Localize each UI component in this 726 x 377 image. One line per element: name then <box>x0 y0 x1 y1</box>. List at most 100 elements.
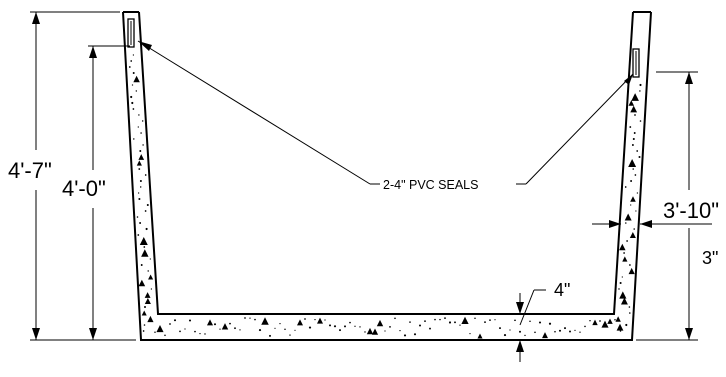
aggregate-dot <box>626 240 628 242</box>
dim-wall-thickness-label: 3" <box>702 248 718 268</box>
aggregate-dot <box>139 222 142 224</box>
aggregate-dot <box>304 318 306 320</box>
dim-overall-left <box>30 11 136 341</box>
aggregate-dot <box>548 322 552 325</box>
aggregate-dot <box>140 264 143 266</box>
aggregate-dot <box>143 246 146 248</box>
aggregate-dot <box>389 326 391 328</box>
aggregate-dot <box>194 330 196 333</box>
aggregate-stone <box>592 319 598 326</box>
dim-right <box>636 71 698 341</box>
aggregate-dot <box>289 334 291 336</box>
aggregate-dot <box>628 306 631 308</box>
aggregate-dot <box>494 319 496 321</box>
aggregate-dot <box>538 321 542 324</box>
aggregate-dot <box>137 234 140 236</box>
aggregate-dot <box>638 155 641 159</box>
aggregate-dot <box>135 90 137 92</box>
aggregate-dot <box>639 90 641 92</box>
aggregate-dot <box>132 72 135 74</box>
aggregate-dot <box>619 281 622 285</box>
aggregate-dot <box>258 329 262 332</box>
aggregate-stone <box>630 196 636 202</box>
aggregate-dot <box>274 327 276 329</box>
aggregate-dot <box>138 197 141 201</box>
pvc-seal-left <box>127 18 135 48</box>
aggregate-dot <box>294 329 296 331</box>
aggregate-dot <box>136 216 139 218</box>
aggregate-dot <box>489 319 491 321</box>
aggregate-dot <box>149 319 151 322</box>
aggregate-dot <box>454 321 456 324</box>
aggregate-dot <box>139 179 142 183</box>
aggregate-dot <box>469 333 471 335</box>
dim-inner-left-label: 4'-0" <box>62 176 106 201</box>
aggregate-dot <box>279 322 281 325</box>
aggregate-dot <box>139 186 142 188</box>
aggregate-dot <box>164 334 166 337</box>
aggregate-dot <box>333 325 337 328</box>
aggregate-stone <box>477 333 483 339</box>
aggregate-dot <box>625 222 627 224</box>
aggregate-dot <box>179 330 181 333</box>
aggregate-dot <box>213 323 217 326</box>
aggregate-dot <box>144 210 147 212</box>
aggregate-dot <box>140 132 142 134</box>
aggregate-stone <box>629 231 636 239</box>
aggregate-dot <box>474 317 476 320</box>
pvc-seal-right <box>632 48 640 78</box>
aggregate-dot <box>434 318 436 321</box>
aggregate-stone <box>622 256 628 262</box>
aggregate-dot <box>579 331 581 333</box>
aggregate-dot <box>234 327 236 330</box>
aggregate-dot <box>569 330 571 333</box>
aggregate-stone <box>366 327 374 335</box>
aggregate-dot <box>184 328 186 330</box>
aggregate-dot <box>444 317 446 320</box>
aggregate-dot <box>599 320 601 322</box>
aggregate-dot <box>554 330 556 333</box>
aggregate-dot <box>403 334 407 337</box>
aggregate-dot <box>349 321 351 324</box>
aggregate-stone <box>615 316 621 322</box>
aggregate-stone <box>156 324 164 333</box>
aggregate-stone <box>138 154 145 160</box>
aggregate-dot <box>142 144 144 146</box>
dim-inner-left <box>88 45 130 340</box>
aggregate-dot <box>131 101 134 105</box>
aggregate-dot <box>130 95 133 99</box>
aggregate-dot <box>284 328 286 331</box>
aggregate-dot <box>448 321 452 324</box>
aggregate-dot <box>139 150 142 152</box>
aggregate-dot <box>534 331 536 334</box>
aggregate-dot <box>628 312 631 314</box>
dim-right-label: 3'-10" <box>663 198 719 223</box>
aggregate-stone <box>619 291 627 299</box>
aggregate-dot <box>514 319 516 322</box>
aggregate-dot <box>244 317 246 319</box>
aggregate-dot <box>574 329 576 332</box>
dim-wall-thickness <box>592 220 712 228</box>
aggregate-dot <box>614 318 616 321</box>
aggregate-stone <box>139 237 148 245</box>
aggregate-dot <box>133 138 135 140</box>
aggregate-dot <box>424 320 426 322</box>
aggregate-dot <box>384 330 386 332</box>
aggregate-stone <box>141 310 147 316</box>
aggregate-dot <box>413 333 417 336</box>
inner-outline <box>138 11 634 315</box>
aggregate-dot <box>618 288 620 290</box>
pvc-seals-callout-label: 2-4" PVC SEALS <box>383 178 478 192</box>
aggregate-dot <box>399 329 401 332</box>
aggregate-dot <box>429 327 431 330</box>
aggregate-dot <box>589 319 591 322</box>
aggregate-stone <box>628 267 635 275</box>
aggregate-dot <box>630 204 632 206</box>
aggregate-stone <box>144 292 151 298</box>
aggregate-stone <box>620 297 628 305</box>
aggregate-dot <box>169 323 171 325</box>
aggregate-stone <box>619 243 626 251</box>
aggregate-stone <box>297 319 303 326</box>
aggregate-dot <box>459 324 461 326</box>
aggregate-dot <box>188 319 192 322</box>
